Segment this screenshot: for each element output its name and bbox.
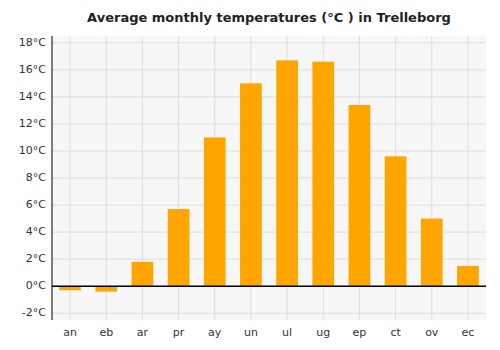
x-tick-label: ct <box>390 326 401 339</box>
bar <box>204 137 226 286</box>
grid <box>52 36 486 320</box>
y-grid-line <box>52 96 486 97</box>
x-tick-label: pr <box>173 326 185 339</box>
y-tick-label: 10°C <box>19 144 46 157</box>
title: Average monthly temperatures (°C ) in Tr… <box>87 10 451 25</box>
x-tick-label: ul <box>282 326 292 339</box>
chart: -2°C 0°C 2°C 4°C 6°C 8°C 10°C 12°C 14°C 16°C 18°C a… <box>0 0 500 350</box>
bar <box>132 262 154 286</box>
bar <box>240 83 262 286</box>
x-tick-label: ay <box>208 326 222 339</box>
y-axis: -2°C 0°C 2°C 4°C 6°C 8°C 10°C 12°C 14°C 16°C 18°C <box>19 36 46 319</box>
y-grid-line <box>52 286 486 287</box>
y-tick-label: 12°C <box>19 117 46 130</box>
x-grid-line <box>70 36 71 320</box>
y-grid-line <box>52 123 486 124</box>
x-tick-label: ep <box>353 326 367 339</box>
y-tick-label: 0°C <box>26 279 46 292</box>
x-tick-label: an <box>63 326 77 339</box>
zero-line <box>52 285 486 287</box>
y-grid-line <box>52 178 486 179</box>
x-tick-label: ug <box>316 326 330 339</box>
bar <box>421 219 443 287</box>
bar <box>385 156 407 286</box>
y-grid-line <box>52 42 486 43</box>
y-tick-label: 14°C <box>19 90 46 103</box>
y-grid-line <box>52 69 486 70</box>
x-tick-label: eb <box>99 326 113 339</box>
y-tick-label: 16°C <box>19 63 46 76</box>
y-grid-line <box>52 313 486 314</box>
y-tick-label: -2°C <box>22 306 46 319</box>
y-grid-line <box>52 205 486 206</box>
bar <box>276 60 298 286</box>
bar <box>349 105 371 286</box>
y-tick-label: 18°C <box>19 36 46 49</box>
bars <box>59 60 479 291</box>
y-axis-line <box>52 36 53 320</box>
x-tick-label: ov <box>425 326 439 339</box>
chart-container: -2°C 0°C 2°C 4°C 6°C 8°C 10°C 12°C 14°C 16°C 18°C a… <box>0 0 500 350</box>
x-tick-label: ec <box>462 326 475 339</box>
y-tick-label: 8°C <box>26 171 46 184</box>
x-tick-label: ar <box>137 326 149 339</box>
x-axis: an eb ar pr ay un ul ug ep ct ov ec <box>63 326 474 339</box>
y-grid-line <box>52 150 486 151</box>
plot-background <box>52 36 486 320</box>
x-grid-line <box>106 36 107 320</box>
bar <box>95 286 117 291</box>
bar <box>457 266 479 286</box>
x-tick-label: un <box>244 326 258 339</box>
y-tick-label: 4°C <box>26 225 46 238</box>
bar <box>312 62 334 286</box>
y-tick-label: 6°C <box>26 198 46 211</box>
y-tick-label: 2°C <box>26 252 46 265</box>
bar <box>168 209 190 286</box>
